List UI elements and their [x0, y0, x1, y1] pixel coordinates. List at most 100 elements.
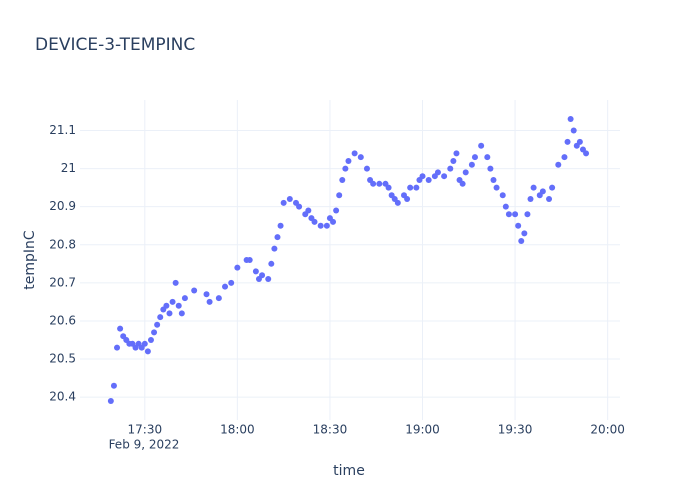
x-tick-label: 18:30: [313, 423, 348, 437]
point: [490, 177, 497, 183]
point: [570, 127, 577, 134]
point: [370, 180, 377, 187]
point: [141, 340, 148, 347]
point: [191, 287, 198, 294]
point: [487, 165, 494, 172]
point: [296, 203, 303, 210]
point: [546, 196, 553, 203]
point: [478, 142, 485, 149]
point: [228, 279, 235, 286]
point: [271, 245, 278, 252]
point: [246, 257, 253, 263]
point: [175, 302, 182, 309]
point: [169, 298, 176, 305]
point: [505, 211, 512, 218]
x-date-label: Feb 9, 2022: [109, 438, 180, 452]
point: [234, 264, 241, 271]
point: [259, 272, 266, 279]
point: [413, 184, 420, 191]
y-tick-label: 20.4: [49, 390, 76, 404]
point: [157, 314, 164, 321]
point: [555, 161, 562, 168]
y-tick-label: 20.7: [49, 275, 76, 289]
point: [502, 203, 509, 210]
point: [527, 196, 534, 203]
point: [576, 138, 583, 145]
point: [363, 165, 370, 172]
point: [357, 154, 364, 161]
y-axis-title: tempInC: [22, 230, 38, 290]
point: [181, 295, 188, 302]
point: [144, 348, 151, 355]
x-tick-label: 19:30: [498, 423, 533, 437]
point: [305, 207, 312, 214]
x-tick-label: 19:00: [405, 423, 440, 437]
chart-title: DEVICE-3-TEMPINC: [35, 35, 195, 55]
point: [333, 207, 340, 214]
point: [274, 234, 281, 241]
point: [462, 169, 469, 176]
point: [203, 291, 210, 298]
point: [549, 184, 556, 191]
point: [499, 192, 506, 199]
point: [521, 230, 528, 237]
point: [114, 344, 121, 351]
point: [277, 222, 284, 229]
point: [311, 218, 318, 225]
point: [419, 173, 426, 180]
point: [151, 329, 158, 336]
y-tick-label: 21: [61, 161, 76, 175]
point: [339, 177, 346, 183]
point: [147, 337, 154, 343]
y-tick-label: 20.9: [49, 199, 76, 213]
point: [345, 157, 352, 164]
point: [376, 180, 383, 187]
point: [265, 276, 272, 283]
point: [330, 218, 337, 225]
y-tick-label: 20.8: [49, 237, 76, 251]
point: [459, 180, 466, 187]
point: [524, 211, 531, 218]
point: [407, 184, 414, 191]
point: [425, 177, 432, 183]
point: [567, 116, 574, 123]
point: [336, 192, 343, 199]
point: [515, 222, 522, 229]
point: [107, 397, 114, 404]
point: [268, 260, 275, 267]
point: [404, 196, 411, 203]
point: [583, 150, 590, 157]
point: [351, 150, 358, 157]
point: [394, 199, 401, 206]
point: [512, 211, 519, 218]
point: [215, 295, 222, 302]
point: [166, 310, 173, 317]
x-tick-label: 17:30: [128, 423, 163, 437]
point: [564, 138, 571, 145]
point: [286, 196, 293, 203]
point: [252, 268, 259, 275]
point: [163, 302, 170, 309]
point: [206, 298, 213, 305]
x-tick-label: 18:00: [220, 423, 255, 437]
point: [484, 154, 491, 161]
point: [518, 237, 525, 244]
point: [441, 173, 448, 180]
point: [468, 161, 475, 168]
point: [530, 184, 537, 191]
point: [172, 279, 179, 286]
point: [450, 157, 457, 164]
point: [561, 154, 568, 161]
point: [280, 199, 287, 206]
point: [493, 184, 500, 191]
point: [385, 184, 392, 191]
point: [539, 188, 546, 195]
point: [342, 165, 349, 172]
point: [222, 283, 229, 290]
point: [154, 321, 161, 328]
y-tick-label: 20.6: [49, 313, 76, 327]
point: [447, 165, 454, 172]
x-axis-title: time: [333, 463, 365, 479]
point: [323, 222, 330, 229]
